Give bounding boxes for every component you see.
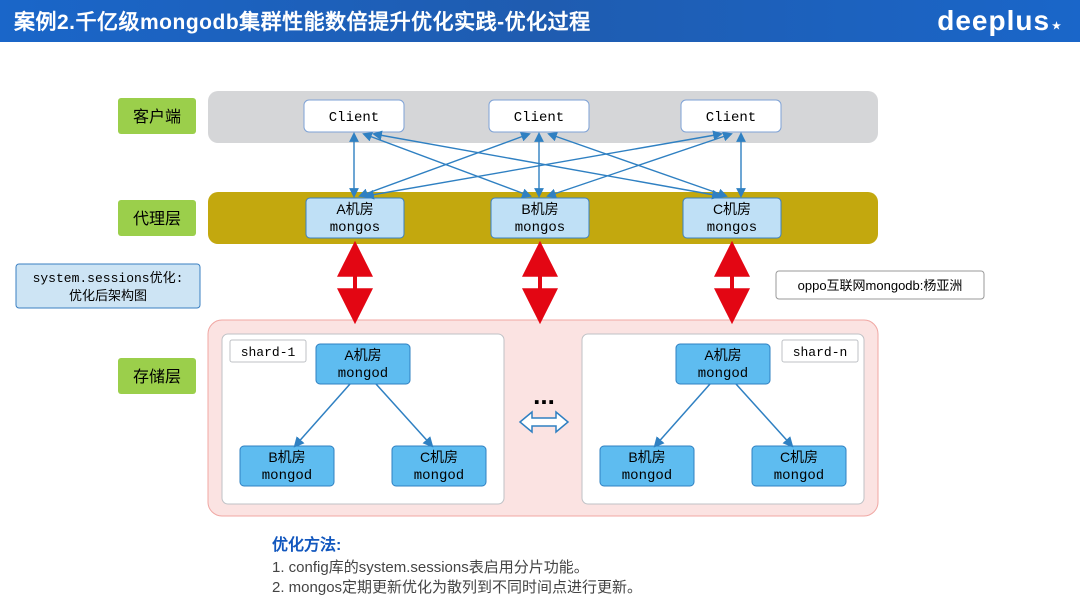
shard-0-pri-l2: mongod xyxy=(338,366,388,382)
ellipsis-icon: ... xyxy=(533,380,555,410)
shard-1-sl-l2: mongod xyxy=(622,468,672,484)
shard-0-pri-l1: A机房 xyxy=(344,347,381,363)
client-1-label: Client xyxy=(514,110,564,126)
note-right-text: oppo互联网mongodb:杨亚洲 xyxy=(798,278,963,293)
client-box-0: Client xyxy=(304,100,404,132)
shard-1-tag: shard-n xyxy=(793,345,848,360)
layer-label-storage-text: 存储层 xyxy=(133,368,181,386)
mongos-0-l1: A机房 xyxy=(336,201,373,217)
brand-logo: deeplus ★ xyxy=(937,0,1062,42)
note-left: system.sessions优化: 优化后架构图 xyxy=(16,264,200,308)
shard-1-sr-l2: mongod xyxy=(774,468,824,484)
shard-1-sl-l1: B机房 xyxy=(628,449,665,465)
shard-1-secondary-left: B机房 mongod xyxy=(600,446,694,486)
shard-0-sl-l1: B机房 xyxy=(268,449,305,465)
note-left-l2: 优化后架构图 xyxy=(69,288,147,303)
shard-1-pri-l2: mongod xyxy=(698,366,748,382)
layer-label-proxy-text: 代理层 xyxy=(133,210,181,228)
shard-0-sr-l1: C机房 xyxy=(420,449,458,465)
methods-item-1: 2. mongos定期更新优化为散列到不同时间点进行更新。 xyxy=(272,579,642,596)
mongos-box-0: A机房 mongos xyxy=(306,198,404,238)
logo-star-icon: ★ xyxy=(1052,21,1062,32)
client-box-2: Client xyxy=(681,100,781,132)
shard-card-1: shard-n A机房 mongod B机房 mongod C机房 mongod xyxy=(582,334,864,504)
mongos-box-2: C机房 mongos xyxy=(683,198,781,238)
shard-0-tag: shard-1 xyxy=(241,345,296,360)
mongos-2-l2: mongos xyxy=(707,220,757,236)
mongos-0-l2: mongos xyxy=(330,220,380,236)
header: 案例2.千亿级mongodb集群性能数倍提升优化实践-优化过程 deeplus … xyxy=(0,0,1080,42)
methods-item-0: 1. config库的system.sessions表启用分片功能。 xyxy=(272,559,589,576)
shard-1-pri-l1: A机房 xyxy=(704,347,741,363)
note-left-l1: system.sessions优化: xyxy=(33,271,184,286)
shard-0-primary: A机房 mongod xyxy=(316,344,410,384)
mongos-1-l1: B机房 xyxy=(521,201,558,217)
shard-card-0: shard-1 A机房 mongod B机房 mongod C机房 mongod xyxy=(222,334,504,504)
mongos-1-l2: mongos xyxy=(515,220,565,236)
shard-0-sr-l2: mongod xyxy=(414,468,464,484)
mongos-storage-arrows xyxy=(355,248,732,317)
client-mongos-arrows xyxy=(354,134,741,196)
mongos-box-1: B机房 mongos xyxy=(491,198,589,238)
client-2-label: Client xyxy=(706,110,756,126)
page-title: 案例2.千亿级mongodb集群性能数倍提升优化实践-优化过程 xyxy=(14,6,591,36)
shard-1-secondary-right: C机房 mongod xyxy=(752,446,846,486)
note-right: oppo互联网mongodb:杨亚洲 xyxy=(776,271,984,299)
shard-0-sl-l2: mongod xyxy=(262,468,312,484)
shard-1-sr-l1: C机房 xyxy=(780,449,818,465)
mongos-2-l1: C机房 xyxy=(713,201,751,217)
shard-1-primary: A机房 mongod xyxy=(676,344,770,384)
layer-label-client-text: 客户端 xyxy=(133,108,181,126)
client-box-1: Client xyxy=(489,100,589,132)
shard-0-secondary-right: C机房 mongod xyxy=(392,446,486,486)
architecture-diagram: 客户端 Client Client Client 代理层 A机房 mongos … xyxy=(0,42,1080,608)
logo-text: deeplus xyxy=(937,5,1050,37)
shard-0-secondary-left: B机房 mongod xyxy=(240,446,334,486)
client-0-label: Client xyxy=(329,110,379,126)
methods-title: 优化方法: xyxy=(272,535,341,554)
